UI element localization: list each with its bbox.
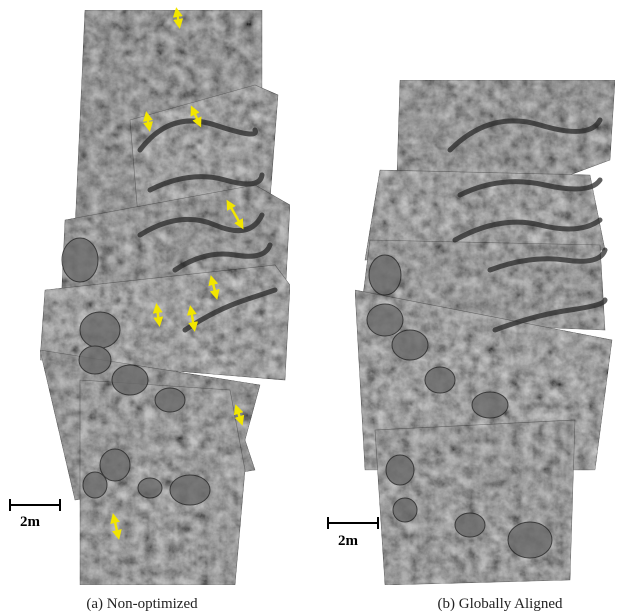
caption: (a) Non-optimized <box>86 596 198 612</box>
scale-label: 2m <box>20 514 41 530</box>
mosaic-globally-aligned <box>355 80 615 585</box>
caption: (b) Globally Aligned <box>438 596 563 612</box>
scale-bar <box>328 517 378 529</box>
mosaic-non-optimized <box>40 10 290 585</box>
scale-label: 2m <box>338 533 359 549</box>
scale-bar <box>10 499 60 511</box>
figure: 2m 2m (a) Non-optimized (b) Globally Ali… <box>0 0 625 616</box>
